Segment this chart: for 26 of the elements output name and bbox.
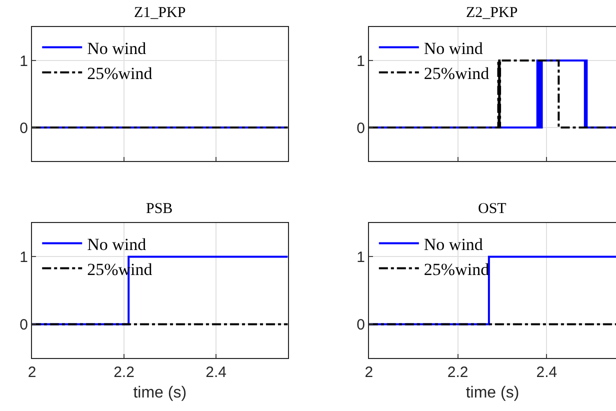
legend-label: No wind (424, 234, 484, 254)
x-tick-label: 2 (28, 364, 36, 381)
y-tick-label: 1 (20, 248, 28, 266)
x-axis-title: time (s) (466, 384, 520, 402)
y-tick-label: 1 (356, 52, 365, 70)
x-tick-label: 2 (364, 364, 374, 381)
y-tick-label: 1 (20, 52, 28, 70)
y-tick-label: 0 (356, 120, 365, 137)
x-tick-label: 2.2 (114, 364, 134, 381)
legend-label: No wind (87, 234, 147, 254)
y-tick-label: 1 (356, 248, 365, 266)
chart-title: PSB (146, 201, 173, 217)
chart-title: Z2_PKP (466, 5, 518, 21)
x-axis-title: time (s) (133, 384, 187, 402)
legend-label: No wind (424, 38, 484, 58)
legend-label: No wind (87, 38, 147, 58)
y-tick-label: 0 (20, 316, 28, 334)
x-tick-label: 2.4 (206, 364, 226, 381)
y-tick-label: 0 (20, 120, 28, 137)
chart-title: Z1_PKP (134, 5, 186, 21)
legend-label: 25%wind (87, 64, 153, 83)
x-tick-label: 2.4 (536, 364, 558, 381)
legend-label: 25%wind (424, 64, 490, 83)
x-tick-label: 2.2 (447, 364, 468, 381)
y-tick-label: 0 (356, 316, 365, 334)
chart-title: OST (478, 201, 506, 217)
